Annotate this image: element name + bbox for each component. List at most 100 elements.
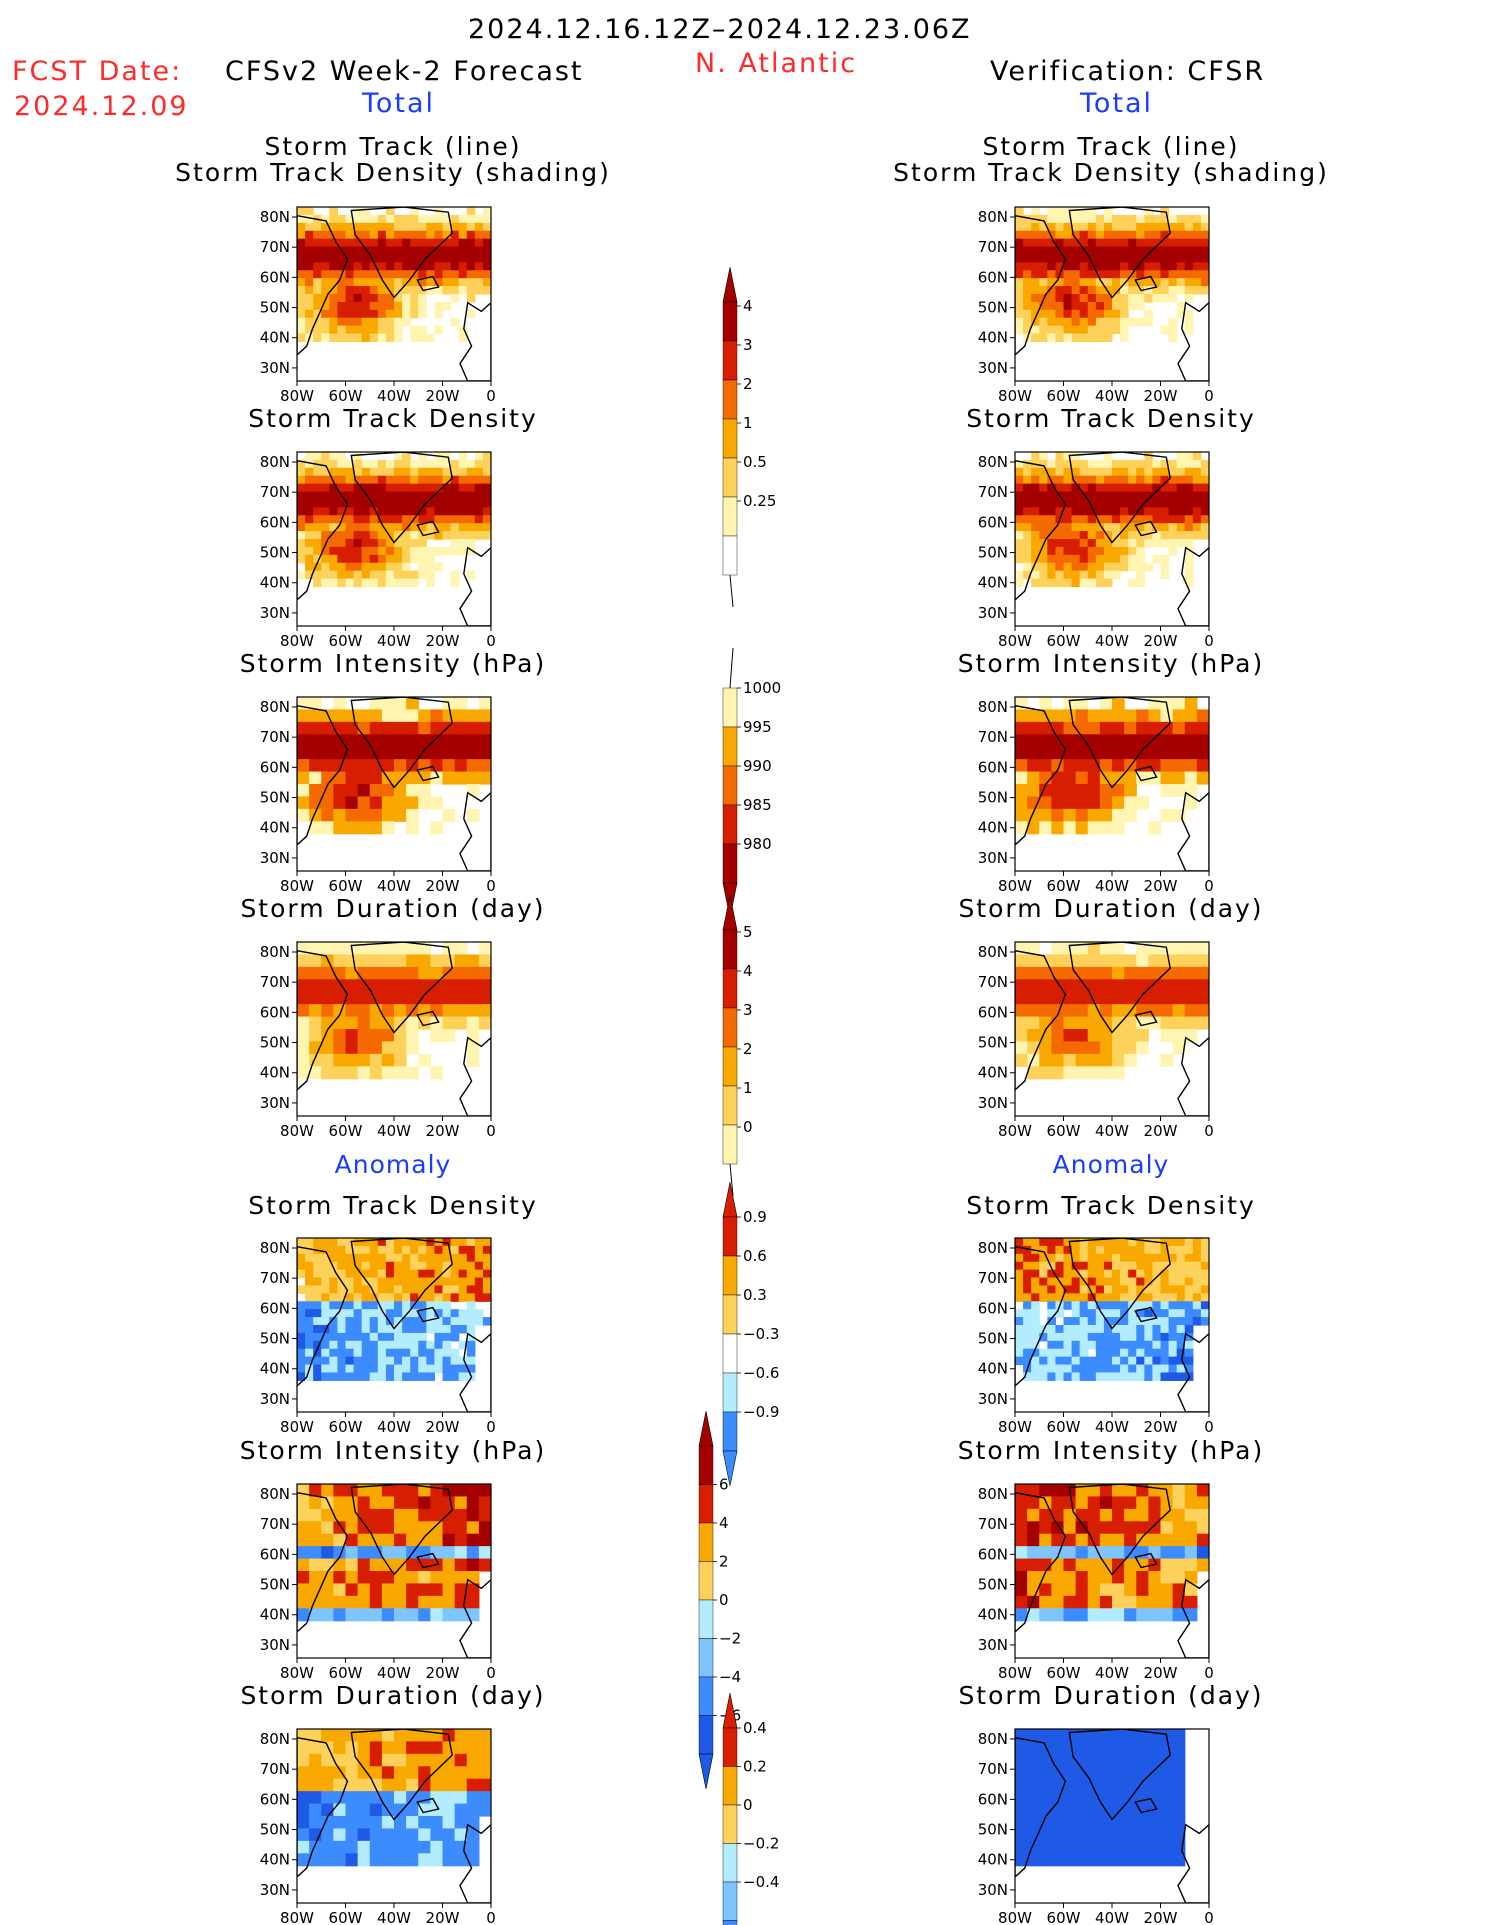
lon-tick-label: 80W bbox=[998, 1664, 1032, 1682]
lon-tick-label: 80W bbox=[998, 387, 1032, 405]
colorbar-segment bbox=[722, 726, 738, 767]
lat-tick-label: 30N bbox=[978, 1881, 1008, 1899]
left-p1-title-1: Storm Track (line) bbox=[264, 132, 522, 161]
colorbar-segment bbox=[698, 1522, 714, 1562]
lat-tick-label: 50N bbox=[260, 1576, 290, 1594]
colorbar-segment bbox=[698, 1599, 714, 1639]
left-p6-title: Storm Intensity (hPa) bbox=[239, 1436, 547, 1465]
colorbar-label: 4 bbox=[743, 962, 753, 980]
lon-tick-label: 60W bbox=[329, 877, 363, 895]
map-forecast-5: 80N 70N 60N 50N 40N 30N 80W 60W 40W 20W 0 bbox=[260, 1237, 496, 1436]
colorbar-segment bbox=[722, 496, 738, 537]
colorbar-segment bbox=[722, 1085, 738, 1126]
lon-tick-label: 0 bbox=[1204, 1418, 1214, 1436]
lon-tick-label: 20W bbox=[426, 877, 460, 895]
coastlines bbox=[297, 1729, 491, 1903]
lat-tick-label: 50N bbox=[260, 789, 290, 807]
right-p1-title-1: Storm Track (line) bbox=[982, 132, 1240, 161]
total-label-right: Total bbox=[1080, 88, 1154, 119]
colorbar-label: 0.6 bbox=[743, 1247, 767, 1265]
lat-tick-label: 40N bbox=[260, 1851, 290, 1869]
right-p7-title: Storm Duration (day) bbox=[958, 1681, 1264, 1710]
lon-tick-label: 20W bbox=[426, 1122, 460, 1140]
colorbar-label: 2 bbox=[743, 375, 753, 393]
colorbar-segment bbox=[722, 968, 738, 1009]
lat-tick-label: 40N bbox=[260, 1606, 290, 1624]
colorbar-segment bbox=[722, 418, 738, 459]
lat-tick-label: 30N bbox=[260, 1094, 290, 1112]
map-verification-3: 80N 70N 60N 50N 40N 30N 80W 60W 40W 20W 0 bbox=[978, 696, 1214, 895]
lon-tick-label: 0 bbox=[486, 1909, 496, 1925]
colorbar-segment bbox=[722, 535, 738, 576]
lat-tick-label: 50N bbox=[260, 1034, 290, 1052]
left-p4-title: Storm Duration (day) bbox=[240, 894, 546, 923]
colorbar-label: 3 bbox=[743, 1001, 753, 1019]
colorbar-segment bbox=[722, 301, 738, 342]
lon-tick-label: 0 bbox=[1204, 1664, 1214, 1682]
lon-tick-label: 80W bbox=[280, 1909, 314, 1925]
colorbar-segment bbox=[722, 1333, 738, 1374]
field-shading bbox=[297, 1238, 491, 1381]
map-verification-6: 80N 70N 60N 50N 40N 30N 80W 60W 40W 20W 0 bbox=[978, 1483, 1214, 1682]
field-shading bbox=[1015, 697, 1209, 835]
lon-tick-label: 80W bbox=[998, 1418, 1032, 1436]
map-verification-4: 80N 70N 60N 50N 40N 30N 80W 60W 40W 20W 0 bbox=[978, 941, 1214, 1140]
lon-tick-label: 60W bbox=[329, 1909, 363, 1925]
region-label: N. Atlantic bbox=[695, 48, 858, 79]
colorbar-segment bbox=[722, 1294, 738, 1335]
colorbar-label: 990 bbox=[743, 757, 772, 775]
field-shading bbox=[297, 1484, 491, 1622]
lat-tick-label: 60N bbox=[978, 1790, 1008, 1808]
colorbar-label: 4 bbox=[743, 297, 753, 315]
lat-tick-label: 30N bbox=[260, 359, 290, 377]
lon-tick-label: 40W bbox=[377, 1418, 411, 1436]
colorbar-segment bbox=[722, 1881, 738, 1921]
lon-tick-label: 40W bbox=[377, 387, 411, 405]
lon-tick-label: 0 bbox=[1204, 632, 1214, 650]
lon-tick-label: 0 bbox=[486, 877, 496, 895]
lon-tick-label: 0 bbox=[486, 1418, 496, 1436]
lat-tick-label: 40N bbox=[978, 1360, 1008, 1378]
map-forecast-7: 80N 70N 60N 50N 40N 30N 80W 60W 40W 20W 0 bbox=[260, 1728, 496, 1925]
map-verification-1: 80N 70N 60N 50N 40N 30N 80W 60W 40W 20W 0 bbox=[978, 206, 1214, 405]
colorbar-segment bbox=[722, 1124, 738, 1165]
colorbar-label: 995 bbox=[743, 718, 772, 736]
lat-tick-label: 50N bbox=[260, 1330, 290, 1348]
lat-tick-label: 30N bbox=[978, 1390, 1008, 1408]
colorbar-top-arrow bbox=[722, 1181, 738, 1218]
coastlines bbox=[1015, 1238, 1209, 1412]
lat-tick-label: 40N bbox=[978, 819, 1008, 837]
lon-tick-label: 0 bbox=[1204, 877, 1214, 895]
lat-tick-label: 50N bbox=[260, 544, 290, 562]
lat-tick-label: 30N bbox=[978, 849, 1008, 867]
lat-tick-label: 40N bbox=[978, 1606, 1008, 1624]
colorbar-bottom-tail bbox=[729, 1163, 734, 1197]
lat-tick-label: 40N bbox=[260, 329, 290, 347]
lat-tick-label: 40N bbox=[978, 1851, 1008, 1869]
lon-tick-label: 0 bbox=[1204, 387, 1214, 405]
left-p5-title: Storm Track Density bbox=[248, 1191, 538, 1220]
lat-tick-label: 80N bbox=[260, 943, 290, 961]
lat-tick-label: 70N bbox=[260, 973, 290, 991]
colorbar-segment bbox=[698, 1484, 714, 1524]
colorbar-top-arrow bbox=[698, 1410, 714, 1447]
lon-tick-label: 20W bbox=[1144, 1664, 1178, 1682]
date-range-title: 2024.12.16.12Z–2024.12.23.06Z bbox=[468, 14, 972, 45]
colorbar-label: 0.3 bbox=[743, 1286, 767, 1304]
lat-tick-label: 40N bbox=[978, 574, 1008, 592]
lon-tick-label: 20W bbox=[1144, 1122, 1178, 1140]
lon-tick-label: 60W bbox=[329, 1664, 363, 1682]
lon-tick-label: 20W bbox=[1144, 1909, 1178, 1925]
total-label-left: Total bbox=[362, 88, 436, 119]
lat-tick-label: 60N bbox=[978, 1003, 1008, 1021]
coastlines bbox=[297, 697, 491, 871]
right-p1-title-2: Storm Track Density (shading) bbox=[893, 158, 1329, 187]
colorbar-label: 0.25 bbox=[743, 492, 776, 510]
lon-tick-label: 80W bbox=[280, 1418, 314, 1436]
field-shading bbox=[297, 697, 491, 835]
coastlines bbox=[297, 207, 491, 381]
colorbar-segment bbox=[722, 687, 738, 728]
colorbar-segment bbox=[722, 1372, 738, 1413]
lon-tick-label: 20W bbox=[426, 1909, 460, 1925]
lat-tick-label: 60N bbox=[978, 513, 1008, 531]
